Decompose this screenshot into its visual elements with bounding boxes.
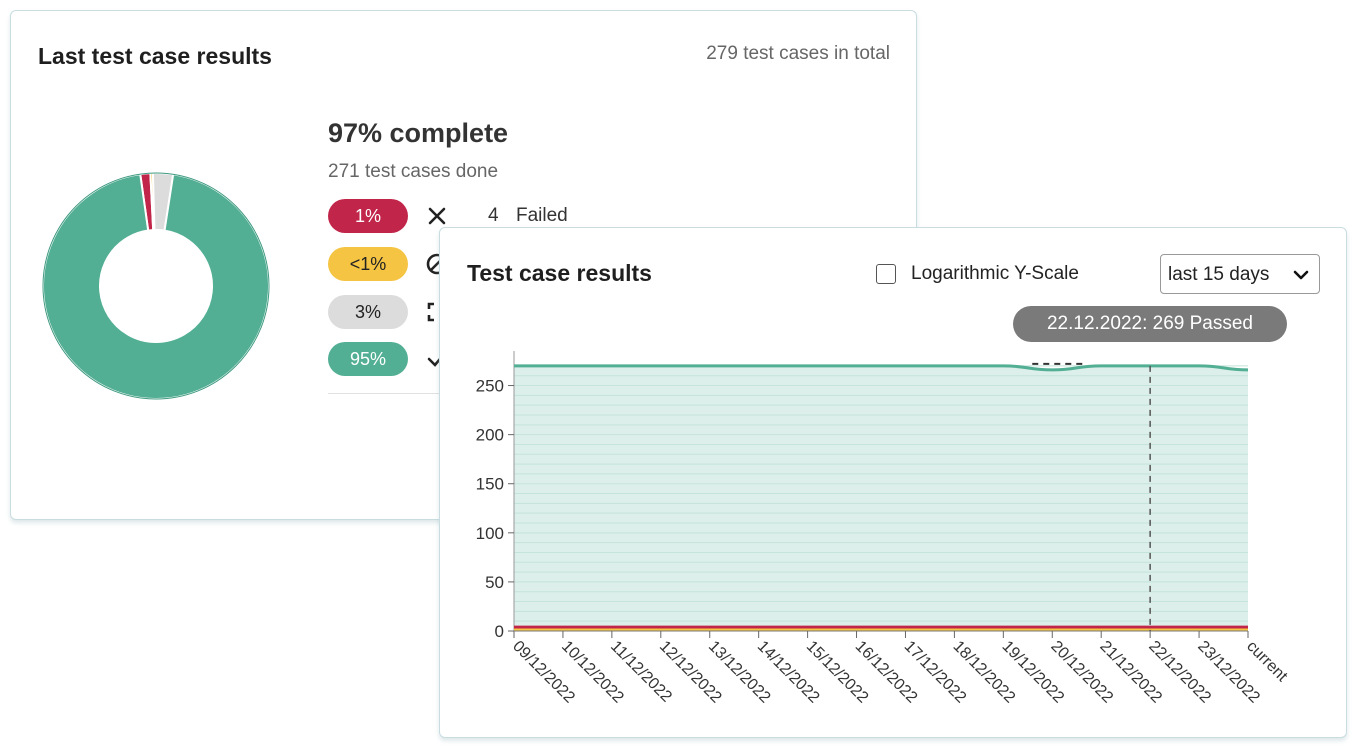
done-count: 271 test cases done: [328, 161, 499, 182]
chevron-down-icon: [1293, 270, 1309, 280]
x-icon: [428, 207, 446, 225]
row-divider: [328, 393, 448, 394]
range-select-value: last 15 days: [1168, 264, 1270, 285]
y-tick-label: 50: [485, 573, 504, 592]
total-count: 279 test cases in total: [706, 43, 890, 64]
donut-outline: [42, 172, 270, 400]
y-tick-label: 150: [476, 475, 504, 494]
donut-chart: [42, 172, 270, 400]
x-tick-label: current: [1243, 638, 1291, 686]
chart-tooltip: 22.12.2022: 269 Passed: [1013, 306, 1287, 342]
chart-title: Test case results: [467, 260, 652, 286]
percent-pill: 3%: [328, 295, 408, 329]
series-line-passed: [514, 364, 1249, 372]
y-tick-label: 100: [476, 524, 504, 543]
row-label: Failed: [516, 205, 568, 226]
percent-pill: 95%: [328, 342, 408, 376]
summary-title: Last test case results: [38, 43, 272, 69]
chart-card: 0 50 100 150 200 250 09/12/2022 10/12/2022 11/12…: [439, 227, 1347, 738]
passed-area: [514, 365, 1248, 631]
y-tick-label: 0: [495, 622, 504, 641]
percent-pill: 1%: [328, 199, 408, 233]
y-tick-label: 250: [476, 377, 504, 396]
range-select[interactable]: last 15 days: [1160, 254, 1320, 294]
y-tick-label: 200: [476, 426, 504, 445]
log-scale-label[interactable]: Logarithmic Y-Scale: [911, 263, 1079, 284]
row-count: 4: [488, 205, 499, 226]
area-chart: 05010015020025009/12/202210/12/202211/12…: [476, 351, 1291, 707]
completion-heading: 97% complete: [328, 118, 509, 148]
log-scale-checkbox[interactable]: [876, 264, 896, 284]
percent-pill: <1%: [328, 247, 408, 281]
